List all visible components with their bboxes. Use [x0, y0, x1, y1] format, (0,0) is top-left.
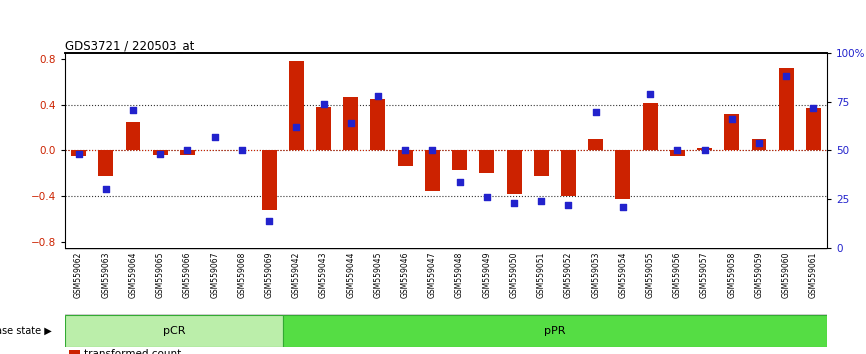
Bar: [669, 150, 685, 156]
Text: GSM559069: GSM559069: [265, 251, 274, 298]
Point: [698, 148, 712, 153]
Point: [99, 187, 113, 192]
Bar: [71, 150, 86, 156]
Bar: [288, 61, 304, 150]
Bar: [752, 139, 766, 150]
Point: [453, 179, 467, 184]
Text: GSM559059: GSM559059: [754, 251, 764, 298]
Bar: [98, 150, 113, 176]
Bar: [452, 150, 467, 170]
Text: GSM559053: GSM559053: [591, 251, 600, 298]
Point: [643, 91, 657, 97]
Text: GSM559043: GSM559043: [319, 251, 328, 298]
Text: GSM559049: GSM559049: [482, 251, 491, 298]
Point: [289, 124, 303, 130]
Point: [779, 74, 793, 79]
Point: [208, 134, 222, 139]
Text: GSM559058: GSM559058: [727, 251, 736, 298]
Bar: [126, 122, 140, 150]
Point: [480, 194, 494, 200]
Bar: [779, 68, 793, 150]
Point: [806, 105, 820, 110]
Bar: [806, 108, 821, 150]
Text: GSM559046: GSM559046: [401, 251, 410, 298]
Text: GSM559060: GSM559060: [782, 251, 791, 298]
Text: pPR: pPR: [544, 326, 565, 336]
Point: [180, 148, 194, 153]
Text: GSM559056: GSM559056: [673, 251, 682, 298]
Point: [589, 109, 603, 114]
Bar: [152, 150, 168, 155]
Bar: [180, 150, 195, 155]
Bar: [724, 114, 740, 150]
Bar: [507, 150, 521, 194]
Text: GSM559061: GSM559061: [809, 251, 818, 298]
Text: GSM559067: GSM559067: [210, 251, 219, 298]
Point: [725, 116, 739, 122]
Point: [126, 107, 140, 113]
Text: GSM559050: GSM559050: [509, 251, 519, 298]
Point: [153, 152, 167, 157]
Bar: [533, 150, 549, 176]
Text: GSM559047: GSM559047: [428, 251, 436, 298]
Point: [262, 218, 276, 223]
Point: [616, 204, 630, 210]
Text: pCR: pCR: [163, 326, 185, 336]
Point: [561, 202, 575, 208]
Text: GSM559044: GSM559044: [346, 251, 355, 298]
Text: GSM559042: GSM559042: [292, 251, 301, 298]
Point: [371, 93, 385, 99]
Point: [752, 140, 766, 145]
Point: [398, 148, 412, 153]
Bar: [561, 150, 576, 196]
Text: GDS3721 / 220503_at: GDS3721 / 220503_at: [65, 39, 194, 52]
Bar: [316, 107, 331, 150]
Text: GSM559066: GSM559066: [183, 251, 192, 298]
Text: GSM559062: GSM559062: [74, 251, 83, 298]
Text: GSM559051: GSM559051: [537, 251, 546, 298]
Bar: [397, 150, 412, 166]
Text: GSM559065: GSM559065: [156, 251, 165, 298]
Text: disease state ▶: disease state ▶: [0, 326, 51, 336]
Text: GSM559064: GSM559064: [128, 251, 138, 298]
Text: transformed count: transformed count: [84, 349, 181, 354]
Text: GSM559063: GSM559063: [101, 251, 110, 298]
Bar: [616, 150, 630, 199]
Point: [507, 200, 521, 206]
Bar: [643, 103, 657, 150]
FancyBboxPatch shape: [282, 315, 827, 347]
Bar: [371, 99, 385, 150]
Point: [317, 101, 331, 107]
Text: GSM559057: GSM559057: [700, 251, 709, 298]
Point: [670, 148, 684, 153]
Point: [235, 148, 249, 153]
Text: GSM559055: GSM559055: [646, 251, 655, 298]
Bar: [697, 148, 712, 150]
FancyBboxPatch shape: [65, 315, 282, 347]
Point: [425, 148, 439, 153]
Text: GSM559052: GSM559052: [564, 251, 573, 298]
Bar: [343, 97, 359, 150]
Point: [534, 198, 548, 204]
Bar: [479, 150, 494, 173]
Bar: [262, 150, 276, 210]
Point: [344, 120, 358, 126]
Text: GSM559045: GSM559045: [373, 251, 383, 298]
Text: GSM559054: GSM559054: [618, 251, 627, 298]
Text: GSM559068: GSM559068: [237, 251, 246, 298]
Bar: [425, 150, 440, 190]
Text: GSM559048: GSM559048: [456, 251, 464, 298]
Bar: [588, 139, 603, 150]
Point: [72, 152, 86, 157]
